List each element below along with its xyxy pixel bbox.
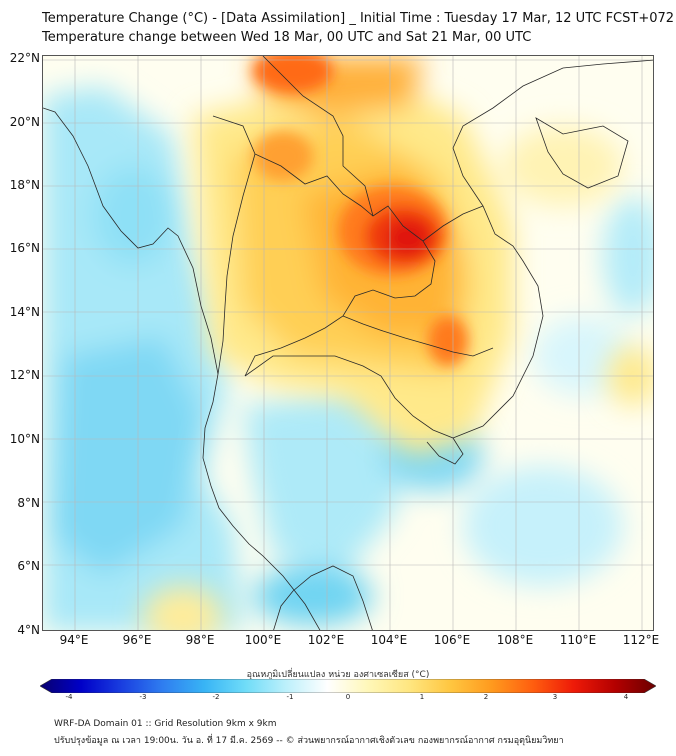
footer-model-info: WRF-DA Domain 01 :: Grid Resolution 9km … [54, 719, 277, 729]
lat-label-12n: 12°N [9, 368, 40, 382]
colorbar-tick-0: 0 [345, 693, 351, 701]
lat-label-20n: 20°N [9, 115, 40, 129]
colorbar-tick-2: 2 [483, 693, 489, 701]
graticule [43, 56, 653, 630]
coastlines-and-borders [43, 56, 653, 630]
lon-label-112e: 112°E [622, 633, 660, 647]
colorbar [40, 679, 656, 693]
footer-credit: ปรับปรุงข้อมูล ณ เวลา 19:00น. วัน อ. ที่… [54, 736, 564, 746]
lat-label-14n: 14°N [9, 305, 40, 319]
lon-label-108e: 108°E [496, 633, 534, 647]
lon-label-100e: 100°E [244, 633, 282, 647]
lon-label-94e: 94°E [59, 633, 89, 647]
lat-label-18n: 18°N [9, 178, 40, 192]
lat-label-8n: 8°N [17, 496, 40, 510]
colorbar-tick-4: 4 [623, 693, 629, 701]
lon-label-106e: 106°E [433, 633, 471, 647]
lat-label-4n: 4°N [17, 623, 40, 637]
lon-label-96e: 96°E [122, 633, 152, 647]
colorbar-tick-minus4: -4 [65, 693, 73, 701]
lat-label-16n: 16°N [9, 241, 40, 255]
lat-label-6n: 6°N [17, 559, 40, 573]
lon-label-110e: 110°E [559, 633, 597, 647]
colorbar-gradient [40, 679, 656, 693]
lon-label-104e: 104°E [370, 633, 408, 647]
lat-label-22n: 22°N [9, 51, 40, 65]
map-title-line2: Temperature change between Wed 18 Mar, 0… [42, 30, 532, 45]
temperature-change-map[interactable] [42, 55, 654, 631]
map-title-line1: Temperature Change (°C) - [Data Assimila… [42, 11, 675, 26]
map-canvas [43, 56, 653, 630]
colorbar-tick-minus3: -3 [139, 693, 147, 701]
colorbar-title: อุณหภูมิเปลี่ยนแปลง หน่วย องศาเซลเซียส (… [246, 670, 430, 680]
colorbar-tick-minus1: -1 [286, 693, 294, 701]
lat-label-10n: 10°N [9, 432, 40, 446]
lon-label-98e: 98°E [185, 633, 215, 647]
strong-warming-cores [253, 56, 468, 366]
colorbar-tick-1: 1 [419, 693, 425, 701]
colorbar-tick-minus2: -2 [212, 693, 220, 701]
colorbar-tick-3: 3 [552, 693, 558, 701]
lon-label-102e: 102°E [307, 633, 345, 647]
